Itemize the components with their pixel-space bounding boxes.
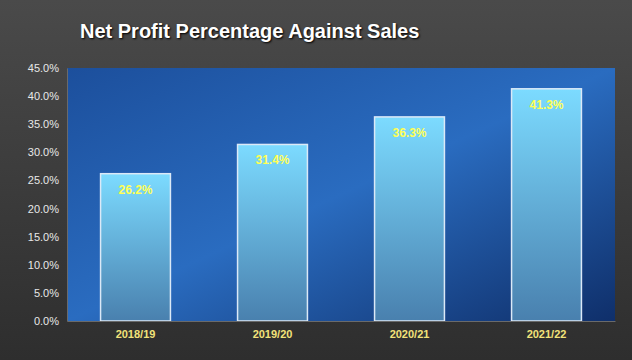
axis-line (67, 69, 68, 322)
bar (101, 174, 171, 321)
data-label: 26.2% (118, 183, 152, 197)
bar (238, 144, 308, 321)
y-tick: 30.0% (28, 146, 67, 158)
data-labels: 26.2% 31.4% 36.3% 41.3% (118, 98, 563, 197)
title: Net Profit Percentage Against Sales (80, 20, 419, 42)
y-tick-label: 15.0% (28, 231, 59, 243)
y-tick-label: 40.0% (28, 90, 59, 102)
y-tick: 5.0% (34, 287, 67, 299)
x-tick-label: 2021/22 (527, 328, 567, 340)
y-tick: 45.0% (28, 62, 67, 74)
data-label: 36.3% (392, 126, 426, 140)
plot: 0.0% 5.0% 10.0% 15.0% 20.0% 25.0% 30.0% 35.0% 40… (28, 62, 616, 340)
y-tick: 20.0% (28, 203, 67, 215)
x-tick: 2021/22 (527, 321, 567, 340)
y-tick: 15.0% (28, 231, 67, 243)
x-tick-label: 2020/21 (390, 328, 430, 340)
bars (101, 89, 582, 321)
bar (375, 117, 445, 321)
y-tick-label: 25.0% (28, 174, 59, 186)
y-tick-label: 20.0% (28, 203, 59, 215)
y-tick: 35.0% (28, 118, 67, 130)
background (0, 0, 632, 360)
y-axis: 0.0% 5.0% 10.0% 15.0% 20.0% 25.0% 30.0% 35.0% 40… (28, 62, 68, 327)
y-tick-label: 5.0% (34, 287, 59, 299)
y-tick-label: 10.0% (28, 259, 59, 271)
x-tick: 2018/19 (116, 321, 156, 340)
x-tick: 2020/21 (390, 321, 430, 340)
y-tick-label: 30.0% (28, 146, 59, 158)
data-label: 31.4% (255, 153, 289, 167)
y-tick: 40.0% (28, 90, 67, 102)
x-axis: 2018/19 2019/20 2020/21 2021/22 (68, 321, 616, 340)
y-tick: 25.0% (28, 174, 67, 186)
x-tick-label: 2019/20 (253, 328, 293, 340)
bar (512, 89, 582, 321)
y-tick-label: 35.0% (28, 118, 59, 130)
y-tick: 10.0% (28, 259, 67, 271)
x-tick: 2019/20 (253, 321, 293, 340)
y-tick: 0.0% (34, 315, 67, 327)
plot-area (67, 68, 615, 321)
x-tick-label: 2018/19 (116, 328, 156, 340)
y-tick-label: 45.0% (28, 62, 59, 74)
axis-line (68, 321, 616, 322)
chart: 0.0% 5.0% 10.0% 15.0% 20.0% 25.0% 30.0% 35.0% 40… (0, 0, 632, 360)
data-label: 41.3% (529, 98, 563, 112)
y-tick-label: 0.0% (34, 315, 59, 327)
